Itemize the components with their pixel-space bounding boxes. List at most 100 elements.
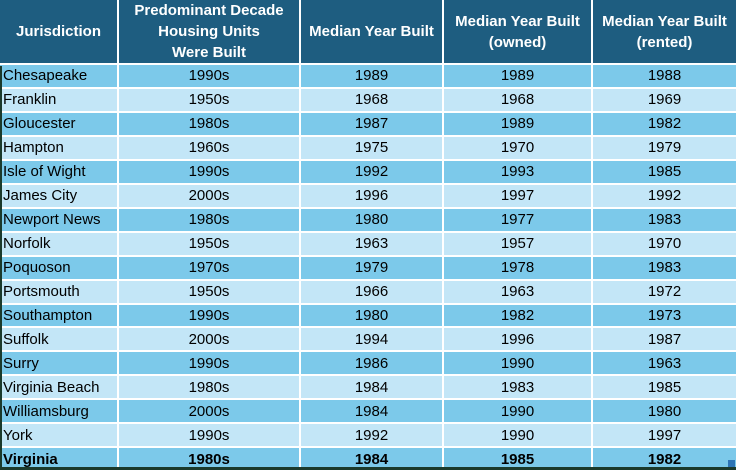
table-row: Poquoson 1970s 1979 1978 1983: [0, 255, 736, 281]
value-cell[interactable]: 1969: [592, 87, 736, 113]
value-cell[interactable]: 1979: [592, 135, 736, 161]
value-cell[interactable]: 1997: [592, 423, 736, 449]
table-row: Portsmouth 1950s 1966 1963 1972: [0, 279, 736, 305]
value-cell[interactable]: 1982: [592, 111, 736, 137]
value-cell[interactable]: 1960s: [118, 135, 301, 161]
value-cell[interactable]: 1986: [300, 351, 444, 377]
value-cell[interactable]: 1987: [592, 327, 736, 353]
value-cell[interactable]: 1990: [443, 399, 593, 425]
value-cell[interactable]: 1980s: [118, 207, 301, 233]
value-cell[interactable]: 1985: [592, 159, 736, 185]
value-cell[interactable]: 1980: [592, 399, 736, 425]
jurisdiction-cell[interactable]: Gloucester: [0, 111, 119, 137]
value-cell[interactable]: 1996: [300, 183, 444, 209]
value-cell[interactable]: 1963: [592, 351, 736, 377]
jurisdiction-cell[interactable]: Norfolk: [0, 231, 119, 257]
value-cell[interactable]: 1980s: [118, 111, 301, 137]
column-header-jurisdiction[interactable]: Jurisdiction: [0, 0, 119, 65]
jurisdiction-cell[interactable]: Surry: [0, 351, 119, 377]
jurisdiction-cell[interactable]: Isle of Wight: [0, 159, 119, 185]
table-row: James City 2000s 1996 1997 1992: [0, 183, 736, 209]
jurisdiction-cell[interactable]: Portsmouth: [0, 279, 119, 305]
value-cell[interactable]: 1978: [443, 255, 593, 281]
jurisdiction-cell[interactable]: Chesapeake: [0, 64, 119, 89]
value-cell[interactable]: 1988: [592, 64, 736, 89]
value-cell[interactable]: 1963: [300, 231, 444, 257]
value-cell[interactable]: 1970s: [118, 255, 301, 281]
value-cell[interactable]: 1997: [443, 183, 593, 209]
jurisdiction-cell[interactable]: York: [0, 423, 119, 449]
value-cell[interactable]: 1963: [443, 279, 593, 305]
table-row: Williamsburg 2000s 1984 1990 1980: [0, 399, 736, 425]
table-row: Newport News 1980s 1980 1977 1983: [0, 207, 736, 233]
value-cell[interactable]: 1985: [443, 447, 593, 470]
value-cell[interactable]: 1990s: [118, 64, 301, 89]
value-cell[interactable]: 1989: [443, 111, 593, 137]
jurisdiction-cell[interactable]: Franklin: [0, 87, 119, 113]
jurisdiction-cell[interactable]: Poquoson: [0, 255, 119, 281]
value-cell[interactable]: 1992: [592, 183, 736, 209]
jurisdiction-cell[interactable]: Hampton: [0, 135, 119, 161]
value-cell[interactable]: 1989: [443, 64, 593, 89]
value-cell[interactable]: 1977: [443, 207, 593, 233]
jurisdiction-cell[interactable]: Williamsburg: [0, 399, 119, 425]
column-header-decade[interactable]: Predominant Decade Housing Units Were Bu…: [118, 0, 301, 65]
value-cell[interactable]: 1970: [443, 135, 593, 161]
column-header-median-rented[interactable]: Median Year Built (rented): [592, 0, 736, 65]
value-cell[interactable]: 1996: [443, 327, 593, 353]
value-cell[interactable]: 1973: [592, 303, 736, 329]
value-cell[interactable]: 1980s: [118, 375, 301, 401]
value-cell[interactable]: 1980: [300, 207, 444, 233]
value-cell[interactable]: 1983: [592, 255, 736, 281]
value-cell[interactable]: 2000s: [118, 327, 301, 353]
value-cell[interactable]: 1966: [300, 279, 444, 305]
value-cell[interactable]: 1968: [300, 87, 444, 113]
value-cell[interactable]: 1990s: [118, 351, 301, 377]
table-row: Gloucester 1980s 1987 1989 1982: [0, 111, 736, 137]
value-cell[interactable]: 1950s: [118, 231, 301, 257]
value-cell[interactable]: 1990s: [118, 423, 301, 449]
value-cell[interactable]: 1982: [443, 303, 593, 329]
value-cell[interactable]: 1983: [592, 207, 736, 233]
value-cell[interactable]: 1983: [443, 375, 593, 401]
value-cell[interactable]: 1980: [300, 303, 444, 329]
value-cell[interactable]: 1993: [443, 159, 593, 185]
value-cell[interactable]: 1957: [443, 231, 593, 257]
fill-handle-icon[interactable]: [728, 460, 735, 467]
column-header-median-owned[interactable]: Median Year Built (owned): [443, 0, 593, 65]
value-cell[interactable]: 1980s: [118, 447, 301, 470]
value-cell[interactable]: 1990s: [118, 303, 301, 329]
jurisdiction-cell[interactable]: Southampton: [0, 303, 119, 329]
value-cell[interactable]: 1992: [300, 423, 444, 449]
value-cell[interactable]: 1992: [300, 159, 444, 185]
value-cell[interactable]: 1989: [300, 64, 444, 89]
value-cell[interactable]: 1950s: [118, 279, 301, 305]
value-cell[interactable]: 1972: [592, 279, 736, 305]
table-row: Surry 1990s 1986 1990 1963: [0, 351, 736, 377]
value-cell[interactable]: 1987: [300, 111, 444, 137]
value-cell[interactable]: 1975: [300, 135, 444, 161]
value-cell[interactable]: 1984: [300, 447, 444, 470]
value-cell[interactable]: 1990: [443, 423, 593, 449]
column-header-median-year[interactable]: Median Year Built: [300, 0, 444, 65]
value-cell[interactable]: 1985: [592, 375, 736, 401]
jurisdiction-cell[interactable]: Suffolk: [0, 327, 119, 353]
value-cell[interactable]: 1984: [300, 375, 444, 401]
jurisdiction-cell[interactable]: Newport News: [0, 207, 119, 233]
value-cell[interactable]: 1990: [443, 351, 593, 377]
value-cell[interactable]: 2000s: [118, 399, 301, 425]
table-body: Chesapeake 1990s 1989 1989 1988 Franklin 1950s…: [0, 64, 736, 470]
jurisdiction-cell[interactable]: Virginia Beach: [0, 375, 119, 401]
value-cell[interactable]: 1994: [300, 327, 444, 353]
value-cell[interactable]: 1984: [300, 399, 444, 425]
value-cell[interactable]: 1982: [592, 447, 736, 470]
value-cell[interactable]: 1970: [592, 231, 736, 257]
value-cell[interactable]: 2000s: [118, 183, 301, 209]
jurisdiction-cell[interactable]: James City: [0, 183, 119, 209]
value-cell[interactable]: 1979: [300, 255, 444, 281]
value-cell[interactable]: 1968: [443, 87, 593, 113]
value-cell[interactable]: 1990s: [118, 159, 301, 185]
jurisdiction-cell[interactable]: Virginia: [0, 447, 119, 470]
value-cell[interactable]: 1950s: [118, 87, 301, 113]
